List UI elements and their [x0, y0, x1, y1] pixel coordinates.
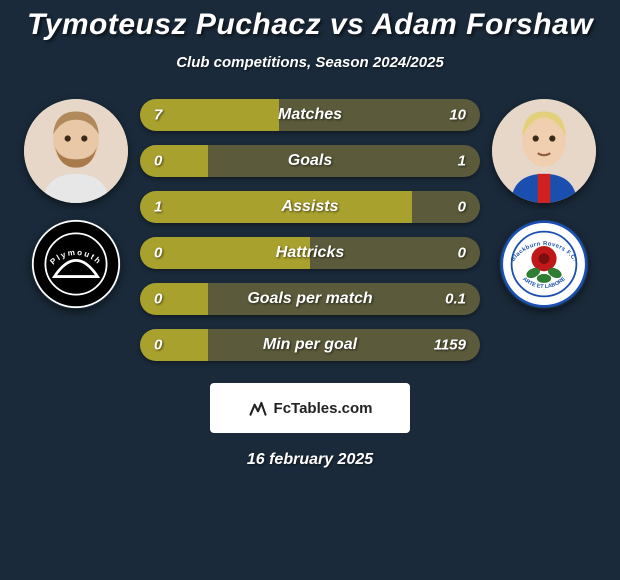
- stat-value-left: 0: [154, 337, 162, 354]
- stat-value-right: 1: [458, 153, 466, 170]
- stat-row: Matches 7 10: [140, 99, 480, 131]
- date-text: 16 february 2025: [0, 451, 620, 469]
- stat-value-left: 0: [154, 245, 162, 262]
- player-left-avatar: [24, 99, 128, 203]
- stat-value-left: 0: [154, 153, 162, 170]
- stat-value-left: 7: [154, 107, 162, 124]
- stat-row: Goals 0 1: [140, 145, 480, 177]
- stat-label: Hattricks: [276, 244, 344, 262]
- stat-bar-left: [140, 145, 208, 177]
- stat-bar-left: [140, 191, 412, 223]
- stat-value-right: 0.1: [445, 291, 466, 308]
- stat-bars: Matches710Goals01Assists10Hattricks00Goa…: [140, 99, 480, 361]
- stat-row: Hattricks 0 0: [140, 237, 480, 269]
- stat-label: Goals: [288, 152, 332, 170]
- stat-bar-right: [412, 191, 480, 223]
- stat-bar-right: [208, 145, 480, 177]
- stat-row: Min per goal 0 1159: [140, 329, 480, 361]
- brand-footer: FcTables.com: [210, 383, 410, 433]
- stat-label: Assists: [282, 198, 339, 216]
- right-column: Blackburn Rovers F.C. ARTE ET LABORE: [492, 99, 596, 309]
- comparison-area: Plymouth Matches710Goals01Assists10Hattr…: [0, 99, 620, 361]
- stat-value-right: 10: [449, 107, 466, 124]
- club-left-badge: Plymouth: [31, 219, 121, 309]
- stat-value-right: 1159: [434, 337, 466, 354]
- stat-value-left: 1: [154, 199, 162, 216]
- stat-bar-left: [140, 329, 208, 361]
- subtitle: Club competitions, Season 2024/2025: [0, 54, 620, 71]
- brand-text: FcTables.com: [274, 400, 373, 417]
- stat-label: Min per goal: [263, 336, 357, 354]
- player-right-avatar: [492, 99, 596, 203]
- stat-value-left: 0: [154, 291, 162, 308]
- stat-value-right: 0: [458, 199, 466, 216]
- stat-bar-left: [140, 283, 208, 315]
- stat-label: Goals per match: [247, 290, 372, 308]
- comparison-card: Tymoteusz Puchacz vs Adam Forshaw Club c…: [0, 0, 620, 469]
- left-column: Plymouth: [24, 99, 128, 309]
- stat-value-right: 0: [458, 245, 466, 262]
- club-right-badge: Blackburn Rovers F.C. ARTE ET LABORE: [499, 219, 589, 309]
- stat-row: Assists 1 0: [140, 191, 480, 223]
- stat-label: Matches: [278, 106, 342, 124]
- stat-row: Goals per match 0 0.1: [140, 283, 480, 315]
- brand-logo-icon: [248, 398, 268, 418]
- page-title: Tymoteusz Puchacz vs Adam Forshaw: [0, 8, 620, 42]
